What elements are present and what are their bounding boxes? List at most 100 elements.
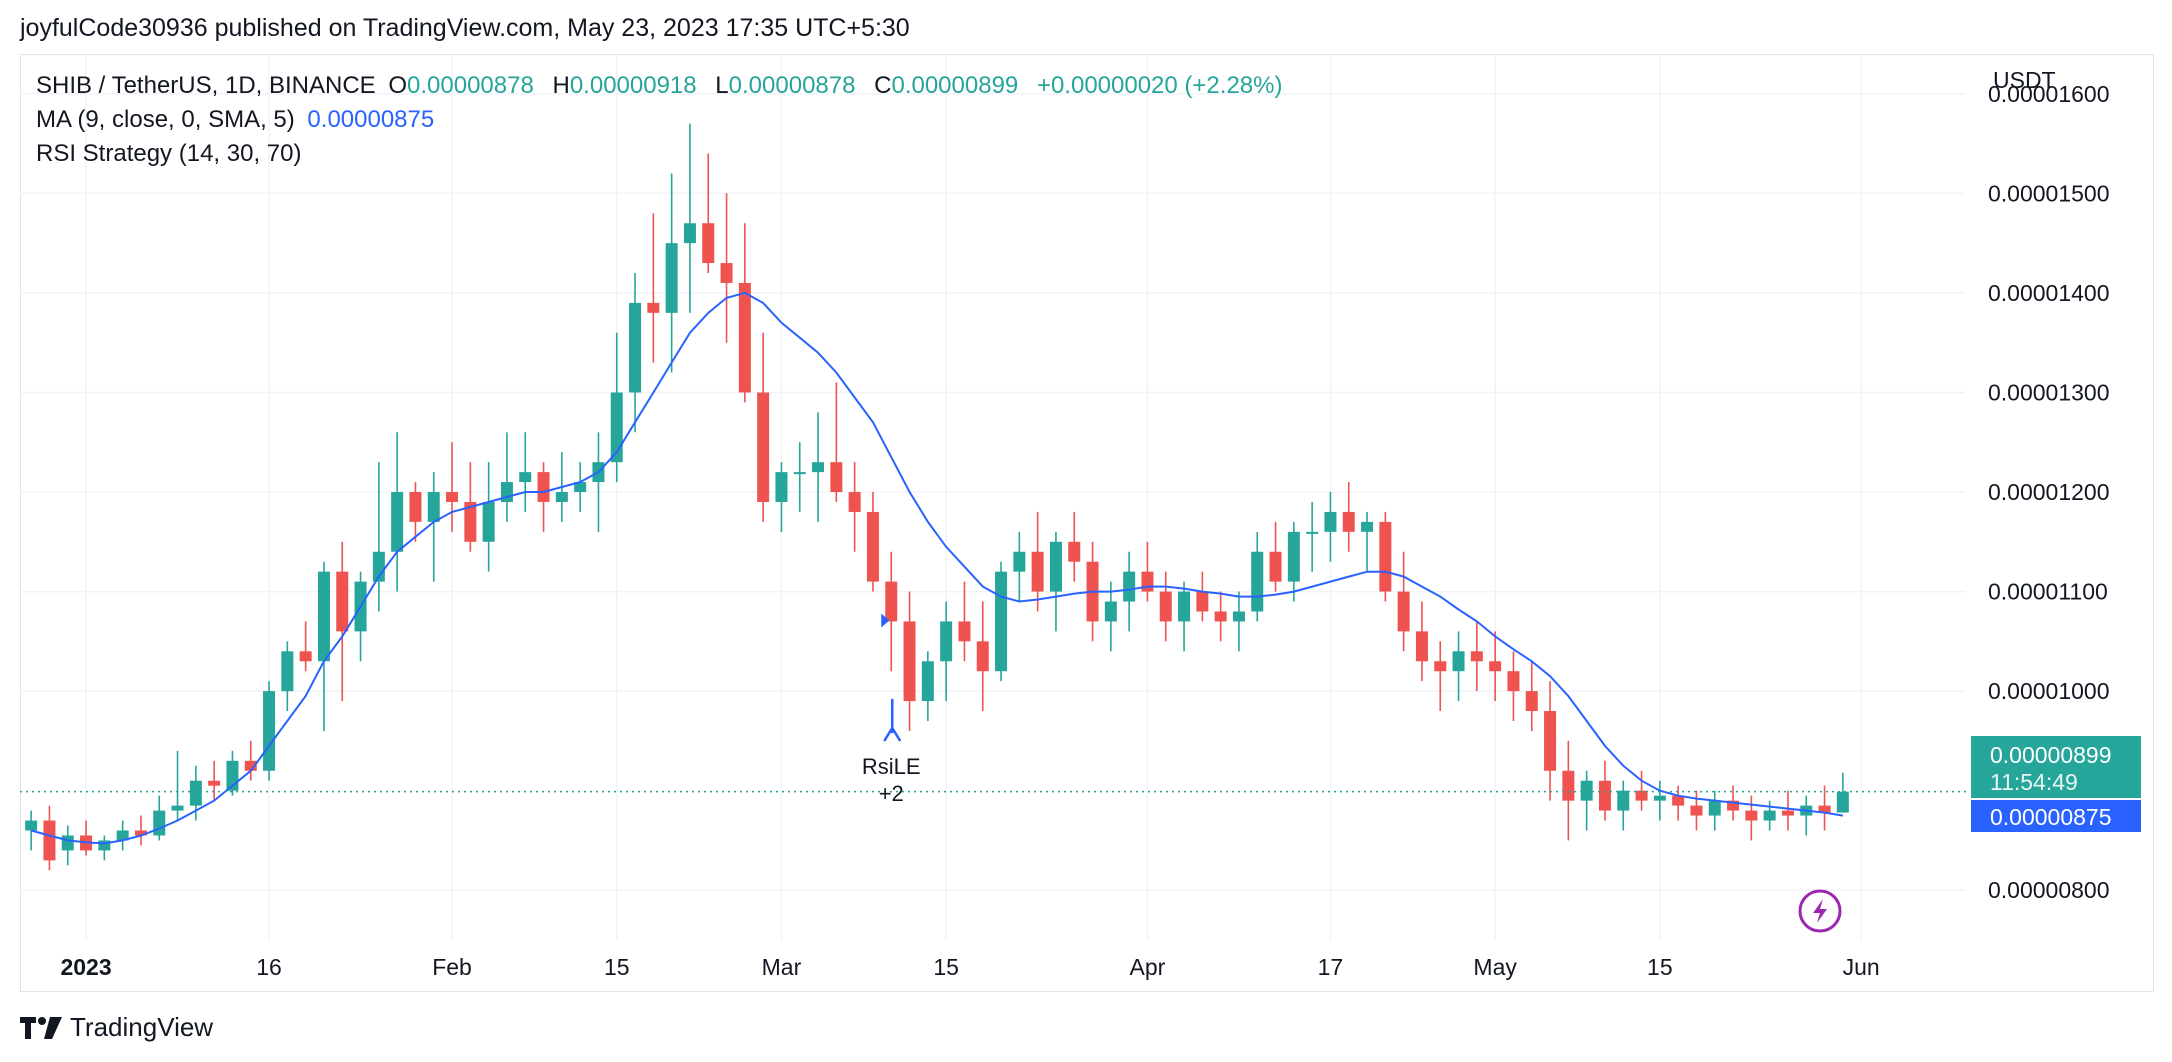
candle-body bbox=[1324, 511, 1337, 532]
candle-body bbox=[372, 551, 385, 582]
candle-body bbox=[1781, 810, 1794, 816]
price-chart[interactable]: RsiLE+2 0.00001600 0.00001500 0.00001400 0.… bbox=[0, 0, 2172, 1000]
y-tick-label: 0.00001200 bbox=[1988, 479, 2110, 505]
strategy-legend: RSI Strategy (14, 30, 70) bbox=[36, 140, 307, 168]
candle-body bbox=[25, 820, 38, 831]
open-value: 0.00000878 bbox=[407, 72, 534, 99]
candle-body bbox=[1598, 780, 1611, 811]
candle-body bbox=[555, 492, 568, 502]
candle-body bbox=[171, 805, 184, 811]
candle-body bbox=[738, 282, 751, 393]
candle-body bbox=[995, 571, 1008, 672]
candle-body bbox=[574, 482, 587, 493]
candle-body bbox=[409, 492, 422, 522]
candle-body bbox=[1672, 795, 1685, 806]
x-tick-label: 15 bbox=[1647, 954, 1673, 980]
candle-body bbox=[921, 661, 934, 702]
candle-body bbox=[1653, 795, 1666, 801]
candle-body bbox=[446, 492, 459, 502]
x-tick-label: 2023 bbox=[60, 954, 111, 980]
candle-body bbox=[1159, 591, 1172, 622]
candle-body bbox=[793, 472, 806, 475]
candle-body bbox=[757, 392, 770, 502]
candle-body bbox=[1141, 571, 1154, 592]
high-value: 0.00000918 bbox=[569, 72, 697, 99]
signal-qty: +2 bbox=[879, 781, 904, 806]
y-tick-label: 0.00001600 bbox=[1988, 81, 2110, 107]
chart-grid bbox=[20, 54, 1965, 940]
candle-body bbox=[116, 830, 129, 841]
candle-body bbox=[1397, 591, 1410, 632]
candle-body bbox=[519, 472, 532, 483]
candle-body bbox=[1013, 551, 1026, 572]
candle-body bbox=[1214, 611, 1227, 622]
bar-countdown: 11:54:49 bbox=[1990, 769, 2078, 795]
candle-body bbox=[1434, 661, 1447, 672]
candle-body bbox=[1580, 780, 1593, 801]
candle-body bbox=[976, 641, 989, 672]
ma-legend: MA (9, close, 0, SMA, 5) 0.00000875 bbox=[36, 106, 440, 134]
high-label: H bbox=[552, 72, 570, 99]
candle-body bbox=[1415, 631, 1428, 662]
rsi-strategy-signal: RsiLE+2 bbox=[862, 613, 921, 806]
candle-body bbox=[1251, 551, 1264, 612]
candle-body bbox=[1617, 790, 1630, 811]
x-tick-label: Apr bbox=[1130, 954, 1166, 980]
tradingview-logo-icon bbox=[20, 1016, 62, 1039]
ma-value: 0.00000875 bbox=[307, 106, 435, 133]
open-label: O bbox=[388, 72, 408, 99]
candle-body bbox=[885, 581, 898, 622]
candle-body bbox=[1635, 790, 1648, 801]
y-tick-label: 0.00001300 bbox=[1988, 379, 2110, 405]
candle-body bbox=[98, 840, 111, 851]
candle-body bbox=[1306, 531, 1319, 534]
candle-body bbox=[153, 810, 166, 836]
candle-body bbox=[1104, 601, 1117, 622]
candle-body bbox=[702, 223, 715, 264]
moving-average-line bbox=[30, 291, 1844, 845]
x-tick-label: Jun bbox=[1843, 954, 1880, 980]
candle-body bbox=[1031, 551, 1044, 592]
candle-body bbox=[244, 760, 257, 771]
publish-attribution: joyfulCode30936 published on TradingView… bbox=[20, 14, 910, 42]
candle-body bbox=[336, 571, 349, 632]
lightning-icon bbox=[1798, 889, 1842, 933]
y-tick-label: 0.00001000 bbox=[1988, 678, 2110, 704]
candle-body bbox=[775, 472, 788, 502]
candle-body bbox=[1470, 651, 1483, 662]
signal-entry-marker bbox=[881, 613, 890, 628]
candle-body bbox=[464, 501, 477, 542]
ohlc-legend: SHIB / TetherUS, 1D, BINANCE O0.00000878… bbox=[36, 72, 1288, 100]
time-axis: 2023 16 Feb 15 Mar 15 Apr 17 May 15 Jun bbox=[60, 954, 1879, 980]
candle-body bbox=[482, 501, 495, 542]
signal-label: RsiLE bbox=[862, 754, 921, 779]
candle-body bbox=[1818, 805, 1831, 813]
last-price-label: 0.00000899 bbox=[1990, 742, 2112, 768]
candle-body bbox=[1836, 791, 1849, 813]
y-tick-label: 0.00001500 bbox=[1988, 180, 2110, 206]
candle-body bbox=[940, 621, 953, 662]
signal-arrow-head bbox=[883, 725, 902, 742]
candle-body bbox=[43, 820, 56, 861]
y-tick-label: 0.00000800 bbox=[1988, 877, 2110, 903]
candle-body bbox=[1068, 541, 1081, 562]
candle-body bbox=[317, 571, 330, 662]
x-tick-label: May bbox=[1473, 954, 1517, 980]
candle-body bbox=[1361, 521, 1374, 532]
currency-label: USDT bbox=[1993, 67, 2056, 93]
candle-body bbox=[610, 392, 623, 463]
candle-body bbox=[683, 223, 696, 244]
candle-body bbox=[848, 492, 861, 512]
candle-body bbox=[903, 621, 916, 702]
candle-body bbox=[720, 263, 733, 283]
candle-body bbox=[1452, 651, 1465, 672]
y-tick-label: 0.00001400 bbox=[1988, 280, 2110, 306]
candle-body bbox=[1562, 770, 1575, 801]
candle-body bbox=[427, 492, 440, 522]
x-tick-label: 16 bbox=[256, 954, 282, 980]
y-tick-label: 0.00001100 bbox=[1988, 579, 2108, 605]
candle-body bbox=[1544, 711, 1557, 771]
candle-body bbox=[1708, 800, 1721, 816]
footer-brand: TradingView bbox=[20, 1012, 213, 1043]
candle-body bbox=[1727, 800, 1740, 811]
